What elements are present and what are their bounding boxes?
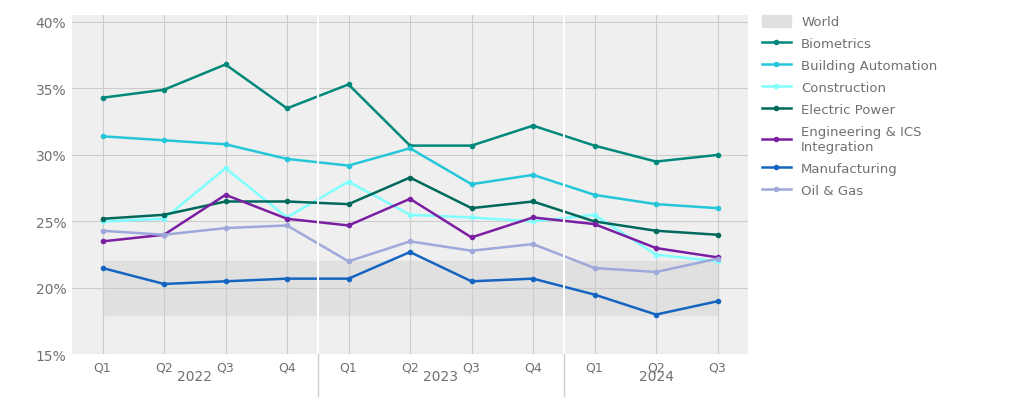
Text: 2022: 2022 — [177, 369, 212, 383]
Legend: World, Biometrics, Building Automation, Construction, Electric Power, Engineerin: World, Biometrics, Building Automation, … — [762, 16, 938, 198]
Text: 2023: 2023 — [423, 369, 458, 383]
Text: 2024: 2024 — [639, 369, 673, 383]
